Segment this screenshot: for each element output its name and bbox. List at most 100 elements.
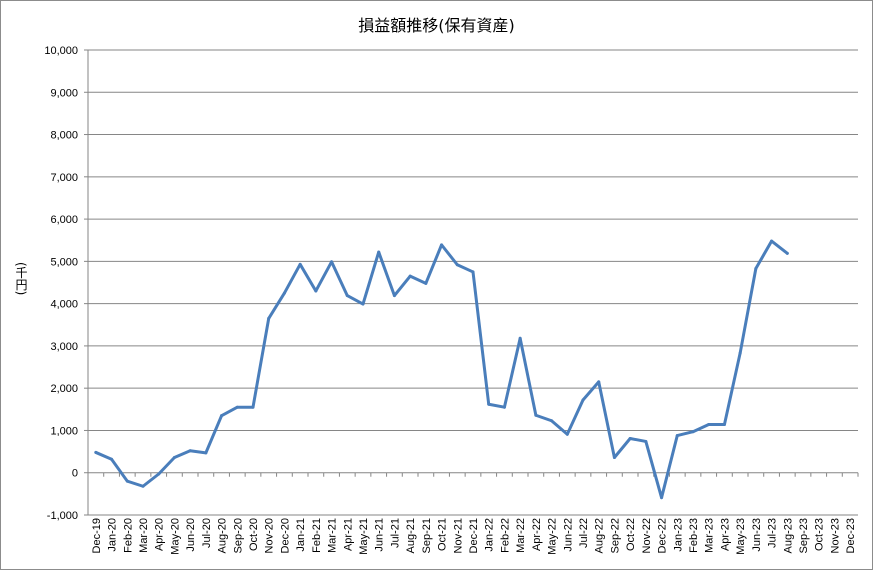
data-point <box>707 423 711 427</box>
data-point <box>188 449 192 453</box>
y-tick-label: 10,000 <box>44 45 78 57</box>
data-point <box>408 274 412 278</box>
axes <box>84 49 859 516</box>
y-tick-label: 1,000 <box>50 425 78 437</box>
x-tick-label: Dec-23 <box>845 518 857 553</box>
x-tick-label: Sep-23 <box>798 518 810 553</box>
x-tick-label: Nov-20 <box>264 518 276 553</box>
x-tick-label: Aug-20 <box>217 518 229 553</box>
x-tick-label: Jul-20 <box>201 518 213 548</box>
y-tick-label: 9,000 <box>50 87 78 99</box>
data-point <box>455 263 459 267</box>
x-tick-label: Sep-21 <box>421 518 433 553</box>
data-point <box>314 289 318 293</box>
x-tick-label: Sep-22 <box>609 518 621 553</box>
x-tick-label: Jan-22 <box>484 518 496 552</box>
x-tick-label: Apr-21 <box>342 518 354 551</box>
x-tick-label: May-20 <box>169 518 181 555</box>
x-tick-label: Nov-22 <box>641 518 653 553</box>
x-tick-label: Apr-20 <box>154 518 166 551</box>
data-point <box>534 413 538 417</box>
x-tick-label: Aug-23 <box>782 518 794 553</box>
data-point <box>377 250 381 254</box>
x-tick-label: Apr-23 <box>719 518 731 551</box>
x-tick-label: Dec-19 <box>91 518 103 553</box>
data-point <box>471 270 475 274</box>
x-tick-label: Nov-23 <box>829 518 841 553</box>
data-point <box>738 351 742 355</box>
data-point <box>251 405 255 409</box>
chart-title: 損益額推移(保有資産) <box>358 16 515 35</box>
x-tick-label: Mar-20 <box>138 518 150 553</box>
y-tick-label: -1,000 <box>47 510 78 522</box>
x-tick-label: Jun-22 <box>562 518 574 552</box>
x-tick-label: Jan-20 <box>107 518 119 552</box>
data-point <box>125 479 129 483</box>
y-tick-label: 6,000 <box>50 214 78 226</box>
data-point <box>502 405 506 409</box>
data-point <box>282 291 286 295</box>
data-point <box>691 430 695 434</box>
x-tick-label: Apr-22 <box>531 518 543 551</box>
x-tick-label: Mar-21 <box>327 518 339 553</box>
y-tick-labels: -1,000 0 1,000 2,000 3,000 4,000 5,000 6,000 7,0… <box>44 45 78 522</box>
data-point <box>565 432 569 436</box>
data-point <box>110 457 114 461</box>
x-tick-label: May-21 <box>358 518 370 555</box>
y-tick-label: 5,000 <box>50 256 78 268</box>
data-point <box>392 294 396 298</box>
x-tick-label: Mar-22 <box>515 518 527 553</box>
data-point <box>770 239 774 243</box>
x-tick-label: Oct-21 <box>437 518 449 551</box>
y-tick-label: 2,000 <box>50 383 78 395</box>
x-tick-labels: Dec-19 Jan-20 Feb-20 Mar-20 Apr-20 May-20 Jun-… <box>91 518 857 555</box>
data-point <box>141 484 145 488</box>
data-point <box>345 294 349 298</box>
y-tick-label: 0 <box>72 468 78 480</box>
data-point <box>157 472 161 476</box>
x-tick-label: Jun-21 <box>374 518 386 552</box>
series-line <box>94 239 789 500</box>
x-tick-label: May-23 <box>735 518 747 555</box>
data-point <box>754 267 758 271</box>
data-point <box>518 336 522 340</box>
data-point <box>628 436 632 440</box>
x-tick-label: Nov-21 <box>452 518 464 553</box>
y-tick-label: 8,000 <box>50 130 78 142</box>
data-point <box>597 380 601 384</box>
data-point <box>660 496 664 500</box>
x-tick-label: Dec-20 <box>279 518 291 553</box>
data-point <box>235 405 239 409</box>
x-tick-label: Aug-21 <box>405 518 417 553</box>
y-axis-label: (千円) <box>14 262 28 296</box>
data-point <box>330 260 334 264</box>
x-tick-label: Oct-22 <box>625 518 637 551</box>
data-point <box>487 402 491 406</box>
data-point <box>581 398 585 402</box>
data-point <box>785 251 789 255</box>
y-tick-label: 4,000 <box>50 299 78 311</box>
x-tick-label: Mar-23 <box>704 518 716 553</box>
data-point <box>675 434 679 438</box>
y-tick-label: 3,000 <box>50 341 78 353</box>
x-tick-label: Oct-20 <box>248 518 260 551</box>
series-layer <box>94 239 789 500</box>
data-point <box>267 316 271 320</box>
data-point <box>440 243 444 247</box>
data-point <box>220 414 224 418</box>
data-point <box>424 281 428 285</box>
x-tick-label: Jan-23 <box>672 518 684 552</box>
x-tick-label: Jul-21 <box>389 518 401 548</box>
data-point <box>722 423 726 427</box>
x-tick-label: Feb-23 <box>688 518 700 553</box>
x-tick-label: Aug-22 <box>594 518 606 553</box>
x-tick-label: Jul-22 <box>578 518 590 548</box>
data-point <box>612 456 616 460</box>
gridlines <box>88 49 858 516</box>
x-tick-label: Feb-20 <box>122 518 134 553</box>
x-tick-label: Sep-20 <box>232 518 244 553</box>
x-tick-label: Jun-20 <box>185 518 197 552</box>
x-tick-label: Jun-23 <box>751 518 763 552</box>
